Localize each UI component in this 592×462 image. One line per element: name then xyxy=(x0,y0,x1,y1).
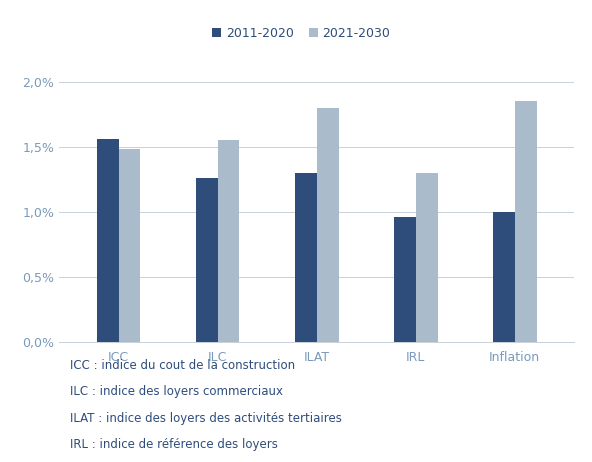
Bar xyxy=(97,139,118,342)
Legend: 2011-2020, 2021-2030: 2011-2020, 2021-2030 xyxy=(207,22,395,44)
Bar xyxy=(394,217,416,342)
Bar xyxy=(218,140,240,342)
Bar xyxy=(416,173,437,342)
Text: ILC : indice des loyers commerciaux: ILC : indice des loyers commerciaux xyxy=(69,385,282,398)
Text: IRL : indice de référence des loyers: IRL : indice de référence des loyers xyxy=(69,438,278,451)
Text: ICC : indice du cout de la construction: ICC : indice du cout de la construction xyxy=(69,359,295,372)
Text: ILAT : indice des loyers des activités tertiaires: ILAT : indice des loyers des activités t… xyxy=(69,412,342,425)
Bar xyxy=(118,149,140,342)
Bar xyxy=(515,101,536,342)
Bar xyxy=(196,178,218,342)
Bar xyxy=(317,108,339,342)
Bar xyxy=(493,212,515,342)
Bar xyxy=(295,173,317,342)
